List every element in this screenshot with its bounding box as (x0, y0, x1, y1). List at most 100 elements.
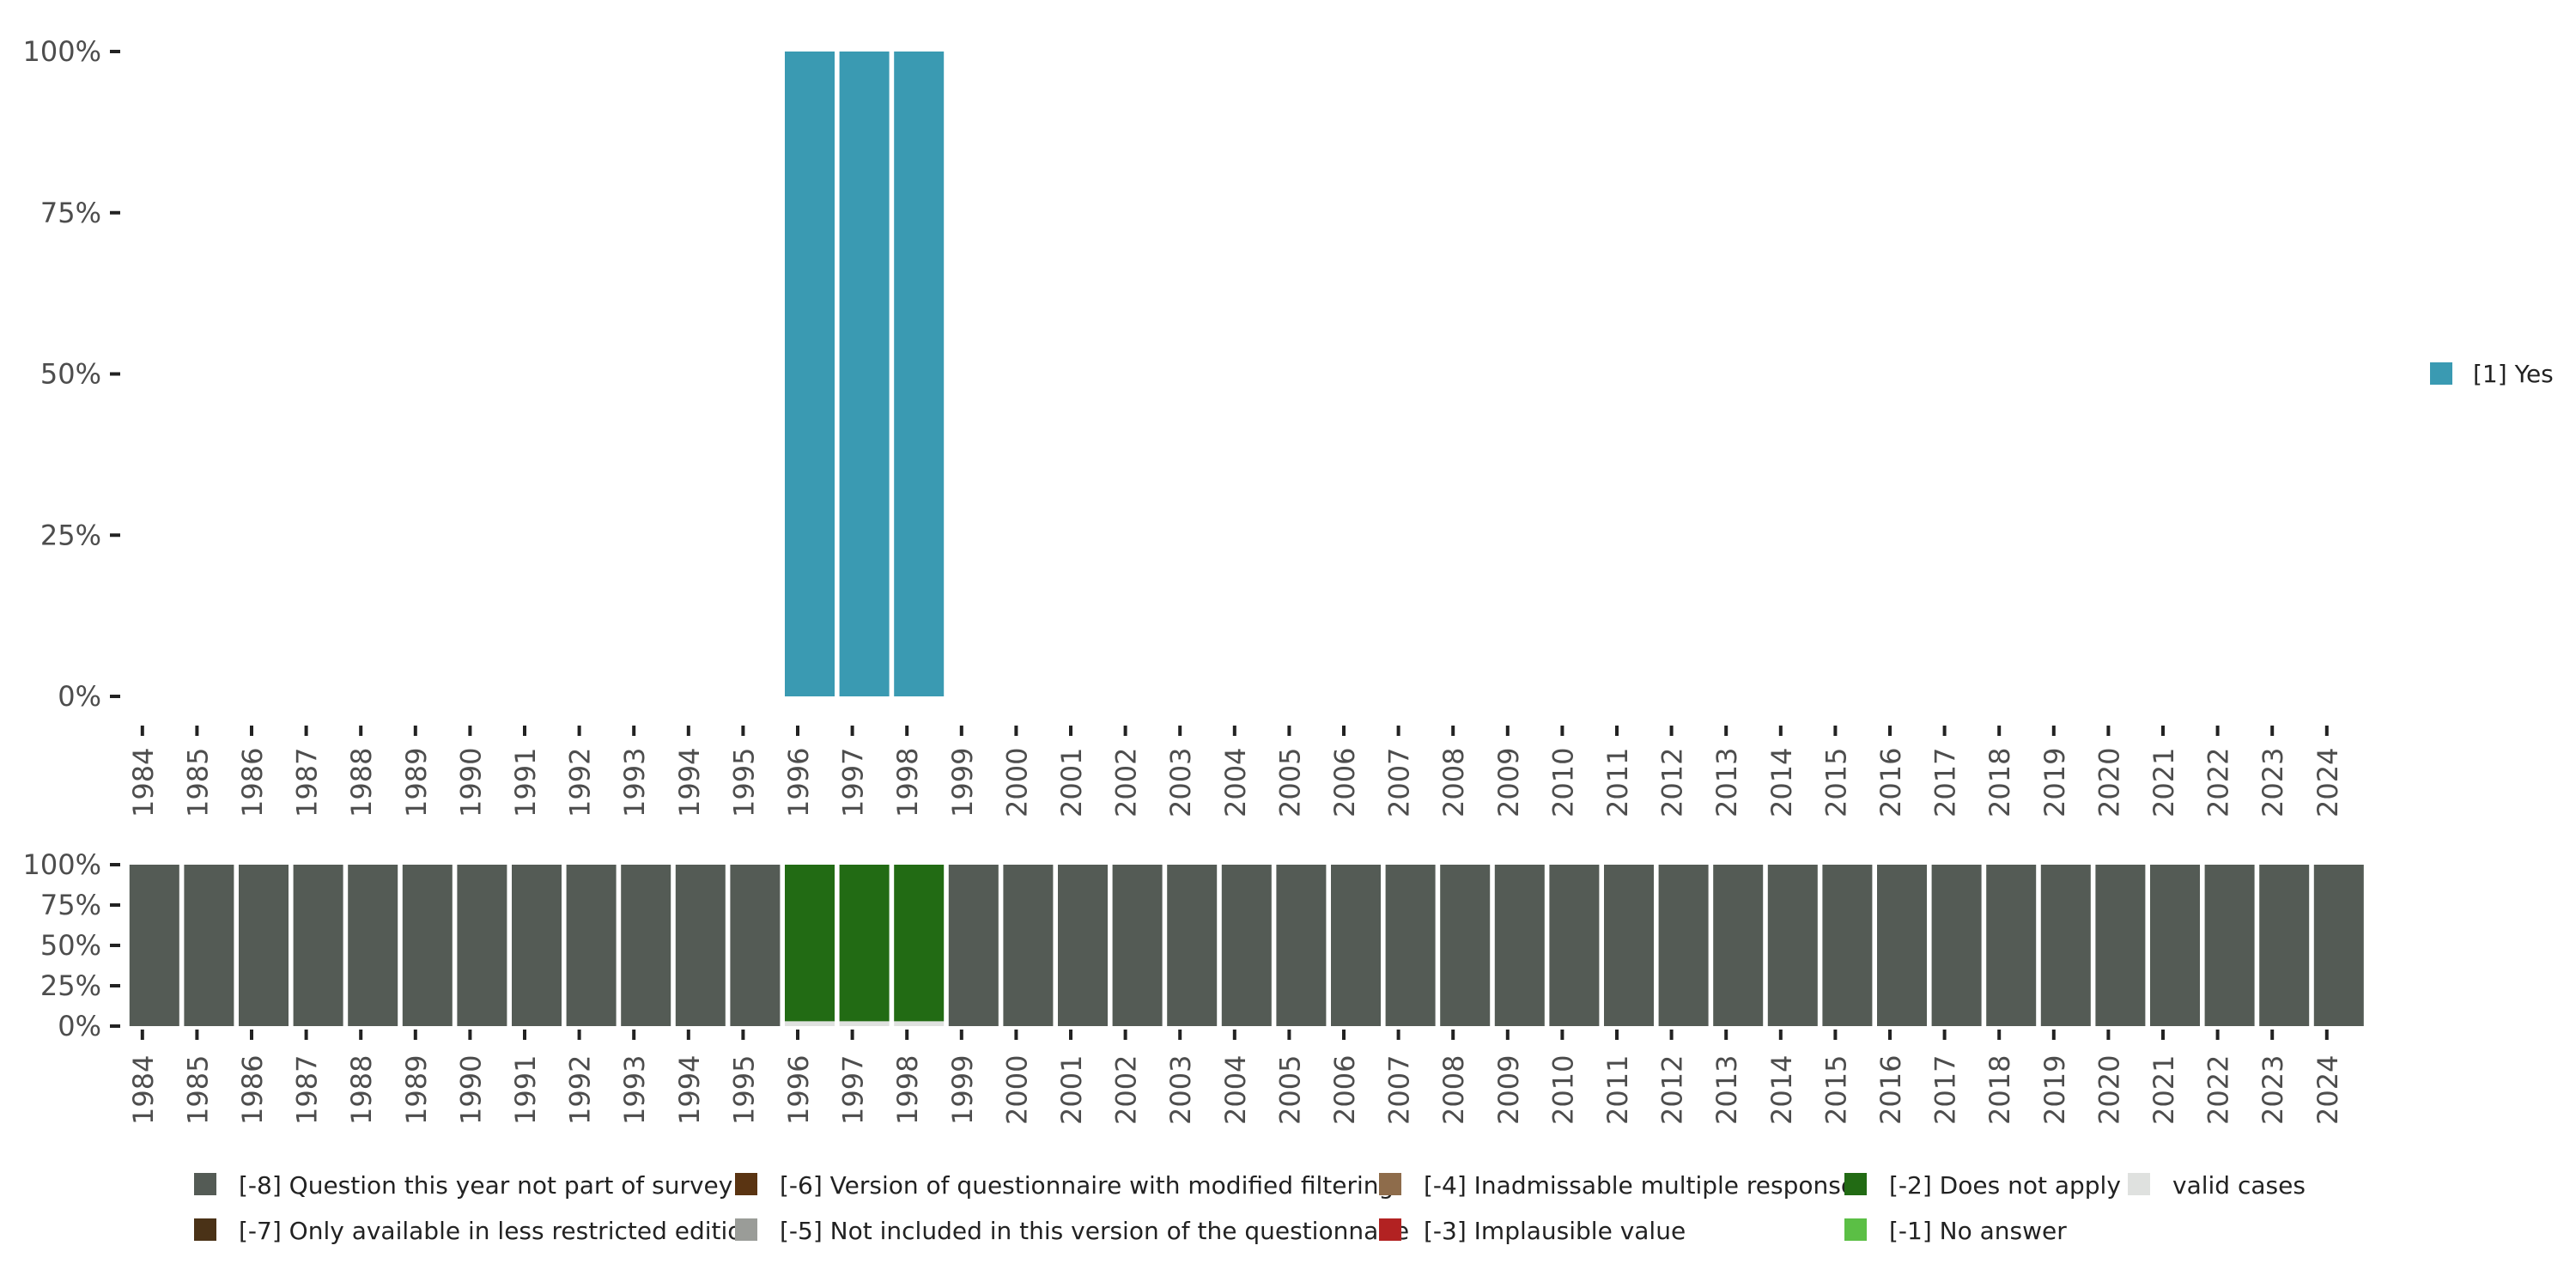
x-tick-label: 2000 (1000, 748, 1033, 817)
x-tick-label: 2024 (2312, 1055, 2344, 1125)
bar-segment (402, 865, 453, 1026)
x-tick-label: 1992 (564, 748, 597, 817)
legend-swatch (194, 1218, 216, 1241)
x-tick-label: 1988 (345, 1055, 378, 1125)
bar-segment (2040, 865, 2091, 1026)
legend-swatch (1379, 1218, 1401, 1241)
x-tick-label: 1999 (946, 748, 979, 817)
x-tick-label: 2004 (1219, 1055, 1252, 1125)
x-tick-label: 2002 (1110, 1055, 1143, 1125)
x-tick-label: 1985 (181, 748, 214, 817)
x-tick-label: 1996 (782, 1055, 815, 1125)
legend-label: [-8] Question this year not part of surv… (239, 1171, 732, 1200)
legend-label: [-2] Does not apply (1889, 1171, 2121, 1200)
bar-segment (239, 865, 289, 1026)
x-tick-label: 1997 (837, 748, 870, 817)
bar-segment (1385, 865, 1436, 1026)
x-tick-label: 2007 (1383, 748, 1416, 817)
x-tick-label: 2013 (1710, 748, 1743, 817)
bar-segment (184, 865, 234, 1026)
x-tick-label: 2017 (1929, 748, 1962, 817)
legend-label: valid cases (2172, 1171, 2306, 1200)
bar-segment (785, 865, 835, 1022)
x-tick-label: 1984 (127, 748, 160, 817)
bar-segment (2150, 865, 2200, 1026)
y-tick-label: 25% (40, 519, 101, 551)
x-tick-label: 2003 (1164, 748, 1197, 817)
x-tick-label: 1998 (891, 748, 924, 817)
x-tick-label: 2021 (2148, 748, 2180, 817)
legend-swatch (1379, 1173, 1401, 1195)
bar-segment (948, 865, 999, 1026)
x-tick-label: 2012 (1656, 1055, 1689, 1125)
x-tick-label: 2018 (1984, 1055, 2016, 1125)
y-tick-label: 0% (58, 1010, 101, 1042)
x-tick-label: 1994 (673, 748, 706, 817)
x-tick-label: 1999 (946, 1055, 979, 1125)
bar-segment (1167, 865, 1218, 1026)
bar-segment (1276, 865, 1327, 1026)
legend-label: [1] Yes (2473, 360, 2554, 388)
bar-segment (1931, 865, 1982, 1026)
bar-segment (1494, 865, 1545, 1026)
x-tick-label: 2001 (1055, 1055, 1088, 1125)
x-tick-label: 1985 (181, 1055, 214, 1125)
x-tick-label: 2003 (1164, 1055, 1197, 1125)
x-tick-label: 2017 (1929, 1055, 1962, 1125)
bar-segment (1003, 865, 1054, 1026)
x-tick-label: 2005 (1273, 1055, 1306, 1125)
y-tick-label: 100% (23, 35, 101, 68)
x-tick-label: 2016 (1874, 1055, 1907, 1125)
legend-swatch (2128, 1173, 2150, 1195)
bar-segment (1331, 865, 1381, 1026)
x-tick-label: 1987 (291, 748, 324, 817)
bar-segment (1440, 865, 1491, 1026)
x-tick-label: 1986 (236, 1055, 269, 1125)
x-tick-label: 2004 (1219, 748, 1252, 817)
x-tick-label: 2013 (1710, 1055, 1743, 1125)
legend-label: [-3] Implausible value (1424, 1217, 1686, 1245)
legend-swatch (194, 1173, 216, 1195)
bar-segment (1058, 865, 1108, 1026)
bar-segment (839, 1021, 890, 1026)
legend-swatch (1844, 1218, 1867, 1241)
bar-segment (566, 865, 617, 1026)
y-tick-label: 75% (40, 197, 101, 229)
y-tick-label: 50% (40, 358, 101, 391)
x-tick-label: 1987 (291, 1055, 324, 1125)
legend-swatch (2430, 362, 2452, 385)
x-tick-label: 2009 (1492, 1055, 1525, 1125)
bar-segment (1658, 865, 1709, 1026)
x-tick-label: 2016 (1874, 748, 1907, 817)
x-tick-label: 2006 (1328, 1055, 1361, 1125)
x-tick-label: 2023 (2257, 1055, 2289, 1125)
bar-segment (348, 865, 398, 1026)
y-tick-label: 0% (58, 680, 101, 713)
x-tick-label: 2019 (2038, 748, 2071, 817)
legend-label: [-1] No answer (1889, 1217, 2067, 1245)
x-tick-label: 1997 (837, 1055, 870, 1125)
x-tick-label: 2022 (2202, 1055, 2235, 1125)
x-tick-label: 1995 (727, 1055, 760, 1125)
bar-segment (785, 1021, 835, 1026)
x-tick-label: 2023 (2257, 748, 2289, 817)
x-tick-label: 1998 (891, 1055, 924, 1125)
x-tick-label: 2010 (1546, 1055, 1579, 1125)
bar-segment (512, 865, 562, 1026)
x-tick-label: 2008 (1437, 748, 1470, 817)
x-tick-label: 2000 (1000, 1055, 1033, 1125)
bar-segment (1604, 865, 1654, 1026)
legend-label: [-7] Only available in less restricted e… (239, 1217, 757, 1245)
bar-segment (2095, 865, 2146, 1026)
x-tick-label: 2020 (2093, 748, 2125, 817)
x-tick-label: 2006 (1328, 748, 1361, 817)
x-tick-label: 2005 (1273, 748, 1306, 817)
x-tick-label: 2002 (1110, 748, 1143, 817)
bar-segment (894, 1021, 945, 1026)
x-tick-label: 2008 (1437, 1055, 1470, 1125)
x-tick-label: 2010 (1546, 748, 1579, 817)
x-tick-label: 1990 (454, 1055, 487, 1125)
bar-segment (1112, 865, 1163, 1026)
x-tick-label: 1988 (345, 748, 378, 817)
